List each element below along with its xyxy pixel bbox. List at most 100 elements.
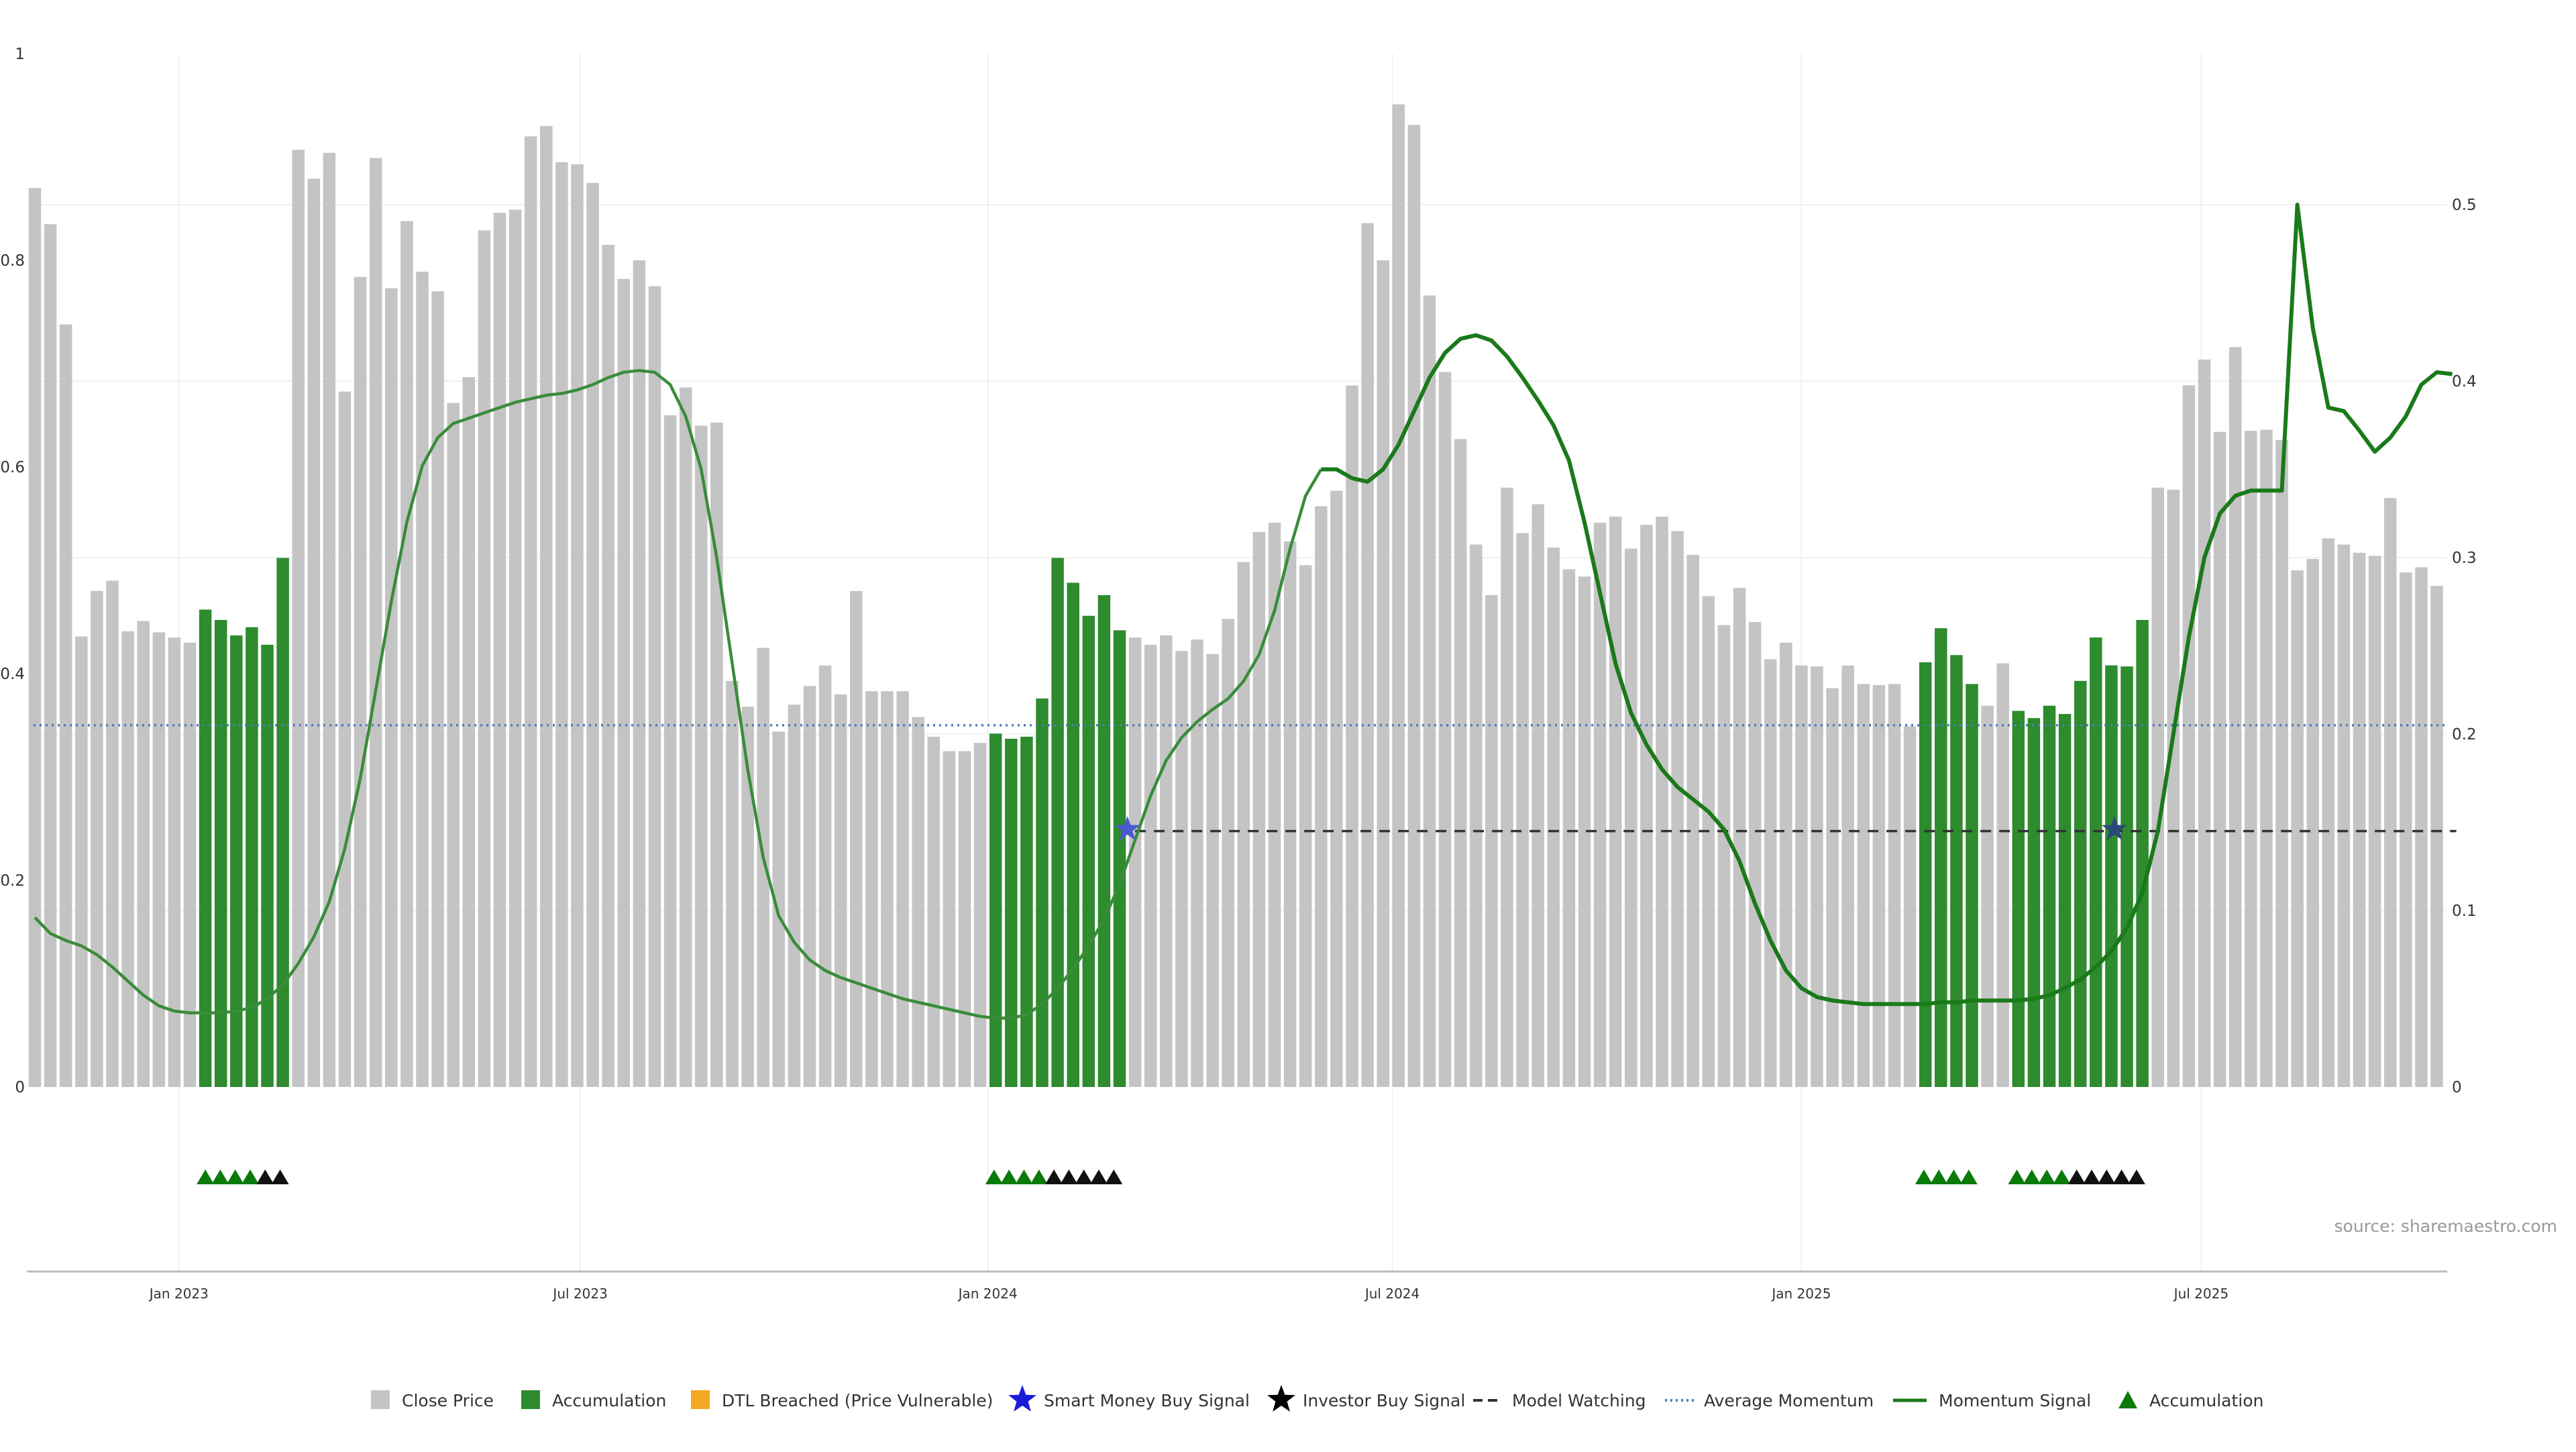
close-price-bar	[1423, 295, 1436, 1087]
investor-triangle-marker	[2098, 1170, 2116, 1184]
close-price-bar	[1438, 372, 1452, 1087]
close-price-bar	[493, 213, 506, 1087]
source-note: source: sharemaestro.com	[2334, 1216, 2558, 1236]
close-price-bar	[1686, 554, 1699, 1087]
close-price-bar	[1501, 487, 1513, 1087]
close-price-bar	[834, 694, 847, 1087]
investor-triangle-marker	[256, 1170, 274, 1184]
accumulation-bar	[1036, 698, 1049, 1087]
legend-label: Accumulation	[2149, 1391, 2263, 1410]
close-price-bar	[757, 647, 769, 1087]
investor-triangle-marker	[2082, 1170, 2100, 1184]
close-price-bar	[2167, 489, 2180, 1087]
close-price-bar	[1826, 688, 1839, 1087]
close-price-bar	[75, 636, 88, 1087]
close-price-bar	[850, 590, 863, 1087]
close-price-bar	[338, 391, 352, 1087]
close-price-bar	[1330, 490, 1343, 1087]
accumulation-bar	[199, 609, 212, 1087]
investor-triangle-marker	[2127, 1170, 2145, 1184]
close-price-bar	[1764, 659, 1777, 1087]
close-price-bar	[2337, 544, 2351, 1087]
right-axis-tick-label: 0.3	[2452, 550, 2477, 567]
accumulation-bar	[1051, 558, 1064, 1087]
close-price-bar	[2198, 359, 2211, 1087]
accumulation-triangle-marker	[2053, 1170, 2071, 1184]
close-price-bar	[121, 631, 134, 1087]
investor-triangle-marker	[1060, 1170, 1078, 1184]
accumulation-triangle-marker	[241, 1170, 259, 1184]
close-price-bar	[369, 158, 382, 1087]
accumulation-bar	[230, 635, 243, 1087]
close-price-bar	[2275, 439, 2288, 1087]
close-price-bar	[1671, 531, 1684, 1087]
close-price-bar	[91, 590, 103, 1087]
legend-label: Average Momentum	[1704, 1391, 1874, 1410]
accumulation-triangle-marker	[226, 1170, 244, 1184]
close-price-bar	[1625, 548, 1638, 1087]
momentum-signal-line-bold	[1321, 203, 2453, 1006]
close-price-bar	[571, 164, 584, 1087]
close-price-bar	[958, 751, 971, 1087]
close-price-bar	[152, 632, 166, 1087]
accumulation-bar	[1097, 594, 1111, 1087]
close-price-bar	[1872, 684, 1886, 1087]
accumulation-bar	[1005, 739, 1018, 1087]
close-price-bar	[1160, 635, 1173, 1087]
close-price-bar	[2229, 347, 2242, 1087]
legend-label: Model Watching	[1512, 1391, 1646, 1410]
close-price-bar	[2322, 538, 2335, 1087]
close-price-bar	[617, 278, 631, 1088]
legend-item: Model Watching	[1473, 1391, 1646, 1410]
investor-triangle-marker	[1089, 1170, 1108, 1184]
legend-item: Accumulation	[521, 1390, 666, 1410]
close-price-bar	[59, 324, 72, 1088]
x-axis-tick-label: Jan 2025	[1770, 1286, 1831, 1302]
close-price-bar	[927, 736, 941, 1087]
legend-star-investor	[1267, 1385, 1295, 1412]
legend-label: DTL Breached (Price Vulnerable)	[722, 1391, 993, 1410]
legend-label: Close Price	[402, 1391, 494, 1410]
investor-triangle-marker	[1075, 1170, 1093, 1184]
close-price-bar	[431, 291, 444, 1088]
close-price-bar	[2415, 567, 2428, 1087]
accumulation-bar	[1113, 630, 1126, 1087]
close-price-bar	[292, 150, 305, 1088]
close-price-bar	[586, 183, 599, 1087]
legend: Close Price Accumulation DTL Breached (Pri…	[371, 1385, 2263, 1412]
investor-triangle-marker	[1045, 1170, 1063, 1184]
close-price-bar	[788, 705, 801, 1087]
accumulation-triangle-marker	[1030, 1170, 1048, 1184]
smart-money-buy-signal-star	[2102, 816, 2127, 841]
close-price-bar	[772, 731, 786, 1087]
close-price-bar	[2245, 431, 2257, 1087]
accumulation-bar	[2027, 718, 2041, 1087]
left-axis-tick-label: 0.8	[0, 252, 25, 270]
legend-swatch-accumulation	[521, 1390, 540, 1409]
close-price-bar	[818, 665, 832, 1087]
close-price-bar	[602, 244, 614, 1087]
close-price-bar	[1485, 594, 1498, 1087]
accumulation-triangle-marker	[1930, 1170, 1948, 1184]
close-price-bar	[741, 707, 754, 1087]
close-price-bar	[508, 209, 522, 1087]
close-price-bar	[896, 691, 909, 1087]
close-price-bar	[1346, 385, 1358, 1087]
close-price-bar	[416, 271, 429, 1088]
bars-layer	[28, 104, 2443, 1088]
close-price-bar	[726, 680, 739, 1087]
close-price-bar	[44, 224, 57, 1088]
legend-item: DTL Breached (Price Vulnerable)	[691, 1390, 993, 1410]
legend-item: Accumulation	[2118, 1391, 2263, 1410]
accumulation-bar	[2058, 714, 2072, 1087]
accumulation-bar	[2090, 637, 2102, 1087]
accumulation-bar	[246, 627, 258, 1087]
accumulation-triangle-marker	[1915, 1170, 1933, 1184]
lines-layer	[34, 203, 2457, 1020]
accumulation-bar	[2012, 711, 2025, 1087]
close-price-bar	[2368, 556, 2381, 1087]
close-price-bar	[2383, 498, 2397, 1087]
investor-triangle-marker	[2068, 1170, 2086, 1184]
legend-item: Average Momentum	[1665, 1391, 1874, 1410]
close-price-bar	[1315, 506, 1328, 1087]
